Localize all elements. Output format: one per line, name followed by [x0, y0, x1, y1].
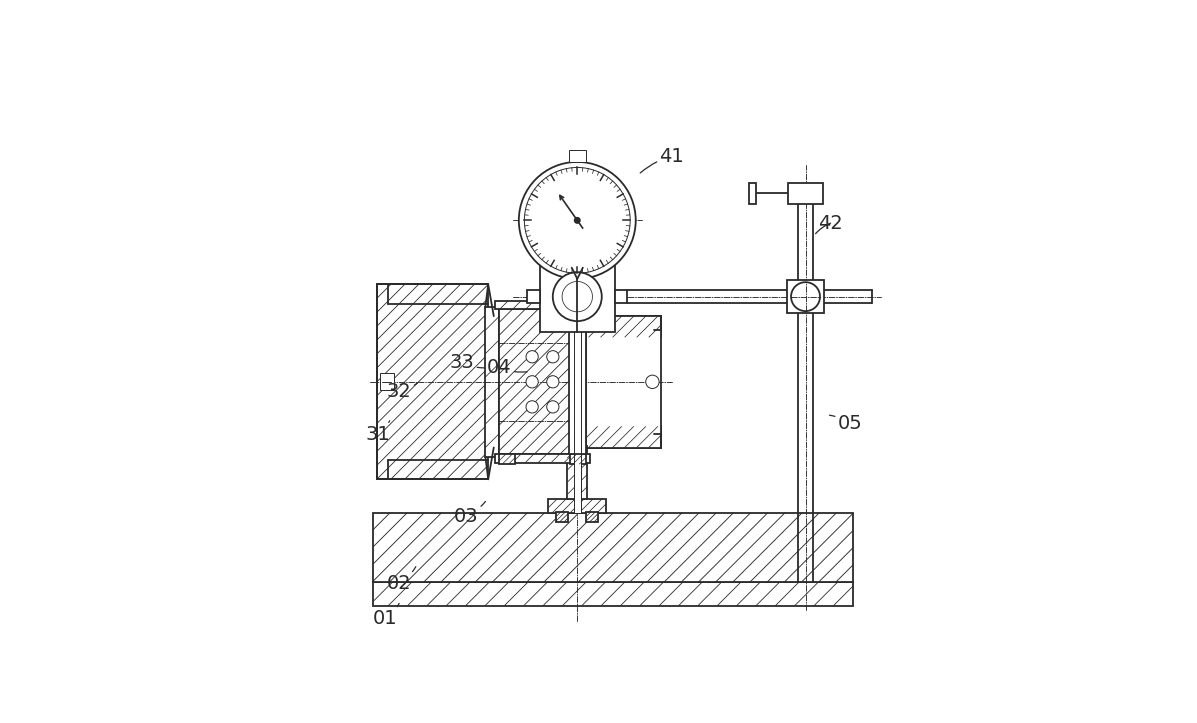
Bar — [379, 374, 394, 390]
Bar — [540, 261, 614, 333]
Bar — [373, 582, 852, 606]
Text: 05: 05 — [830, 414, 863, 433]
Bar — [569, 309, 585, 454]
Bar — [557, 512, 569, 522]
Bar — [499, 309, 585, 454]
Bar — [749, 182, 757, 204]
Bar — [494, 301, 590, 309]
Text: 33: 33 — [450, 353, 485, 372]
Bar — [786, 281, 825, 313]
Bar — [614, 290, 627, 304]
Circle shape — [645, 375, 660, 388]
Text: 42: 42 — [815, 214, 843, 234]
Text: 31: 31 — [365, 421, 390, 444]
Circle shape — [791, 282, 820, 311]
Circle shape — [518, 162, 636, 279]
Text: 03: 03 — [454, 502, 486, 526]
Text: 41: 41 — [640, 147, 685, 173]
Bar — [585, 316, 661, 337]
Bar — [573, 281, 581, 513]
Bar — [499, 454, 515, 464]
Bar — [585, 316, 661, 448]
Circle shape — [553, 272, 602, 321]
Bar — [486, 307, 499, 457]
Circle shape — [525, 351, 539, 363]
Circle shape — [524, 168, 630, 273]
Text: 32: 32 — [387, 382, 418, 401]
Circle shape — [547, 351, 559, 363]
Bar — [377, 284, 488, 479]
Circle shape — [563, 281, 593, 312]
Bar — [567, 446, 588, 499]
Bar — [548, 499, 606, 513]
Circle shape — [547, 376, 559, 388]
Circle shape — [575, 218, 581, 223]
Text: 01: 01 — [373, 604, 399, 628]
Bar — [789, 182, 822, 204]
Circle shape — [547, 401, 559, 413]
Bar — [570, 454, 585, 464]
Text: 02: 02 — [387, 567, 415, 594]
Bar — [527, 290, 540, 304]
Bar — [587, 512, 598, 522]
Text: 04: 04 — [487, 359, 527, 377]
Bar — [585, 427, 661, 448]
Bar — [494, 454, 590, 463]
Bar — [373, 513, 852, 582]
Circle shape — [525, 376, 539, 388]
Bar — [569, 150, 585, 162]
Circle shape — [525, 401, 539, 413]
